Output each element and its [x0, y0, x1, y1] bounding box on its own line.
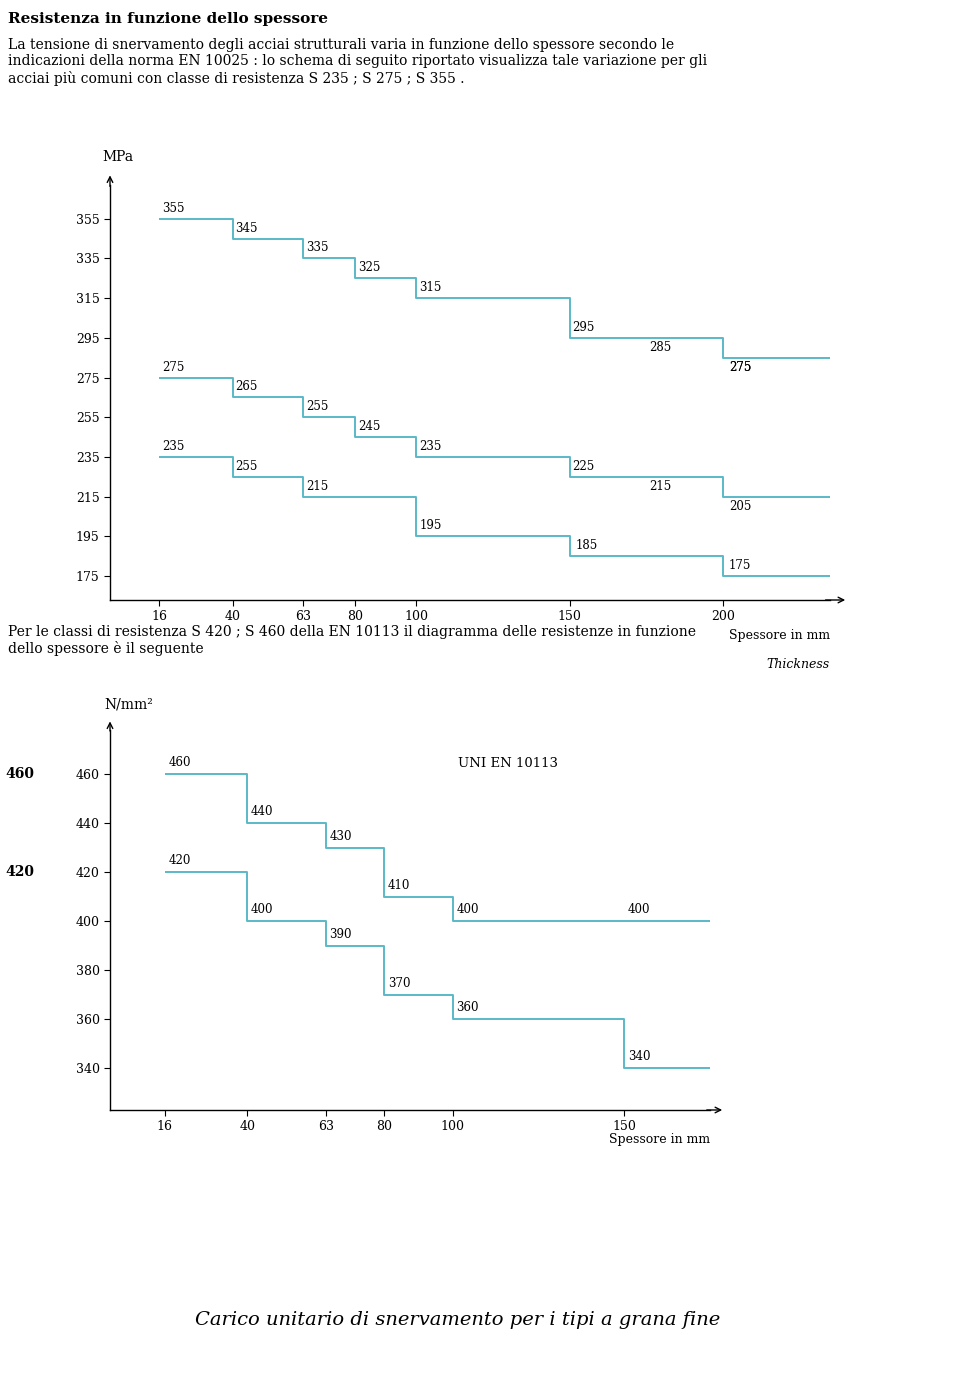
Text: 315: 315: [420, 281, 442, 295]
Text: 235: 235: [420, 441, 442, 453]
Text: 245: 245: [358, 420, 380, 434]
Text: 390: 390: [329, 929, 352, 941]
Text: 335: 335: [306, 242, 328, 254]
Text: UNI EN 10113: UNI EN 10113: [458, 756, 558, 770]
Text: Thickness: Thickness: [767, 657, 830, 671]
Text: 400: 400: [251, 904, 273, 916]
Text: 285: 285: [649, 341, 671, 354]
Text: 235: 235: [162, 441, 184, 453]
Text: MPa: MPa: [103, 150, 134, 164]
Text: 275: 275: [162, 360, 184, 374]
Text: 215: 215: [649, 480, 671, 493]
Text: Spessore in mm: Spessore in mm: [609, 1133, 710, 1145]
Text: 460: 460: [168, 756, 191, 769]
Text: 185: 185: [576, 539, 598, 552]
Text: 400: 400: [456, 904, 479, 916]
Text: Per le classi di resistenza S 420 ; S 460 della EN 10113 il diagramma delle resi: Per le classi di resistenza S 420 ; S 46…: [8, 626, 696, 656]
Text: 225: 225: [572, 460, 595, 473]
Text: 295: 295: [572, 321, 595, 334]
Text: N/mm²: N/mm²: [104, 696, 153, 712]
Text: 410: 410: [388, 878, 410, 892]
Text: 400: 400: [628, 904, 650, 916]
Text: 355: 355: [162, 202, 184, 215]
Text: 420: 420: [168, 855, 191, 867]
Text: 325: 325: [358, 261, 380, 274]
Text: 275: 275: [729, 360, 752, 374]
Text: 460: 460: [6, 767, 35, 781]
Text: 255: 255: [235, 460, 258, 473]
Text: La tensione di snervamento degli acciai strutturali varia in funzione dello spes: La tensione di snervamento degli acciai …: [8, 38, 708, 86]
Text: 215: 215: [306, 480, 328, 493]
Text: 255: 255: [306, 400, 328, 413]
Text: Resistenza in funzione dello spessore: Resistenza in funzione dello spessore: [8, 13, 328, 26]
Text: 275: 275: [729, 360, 752, 374]
Text: 345: 345: [235, 221, 258, 235]
Text: 175: 175: [729, 559, 752, 573]
Text: Spessore in mm: Spessore in mm: [729, 630, 830, 642]
Text: 420: 420: [6, 865, 35, 880]
Text: 265: 265: [235, 381, 258, 393]
Text: Carico unitario di snervamento per i tipi a grana fine: Carico unitario di snervamento per i tip…: [196, 1311, 721, 1329]
Text: 195: 195: [420, 520, 442, 532]
Text: 205: 205: [729, 499, 752, 513]
Text: 340: 340: [628, 1051, 650, 1063]
Text: 430: 430: [329, 830, 352, 842]
Text: 370: 370: [388, 977, 410, 990]
Text: 360: 360: [456, 1001, 479, 1015]
Text: 440: 440: [251, 805, 273, 819]
